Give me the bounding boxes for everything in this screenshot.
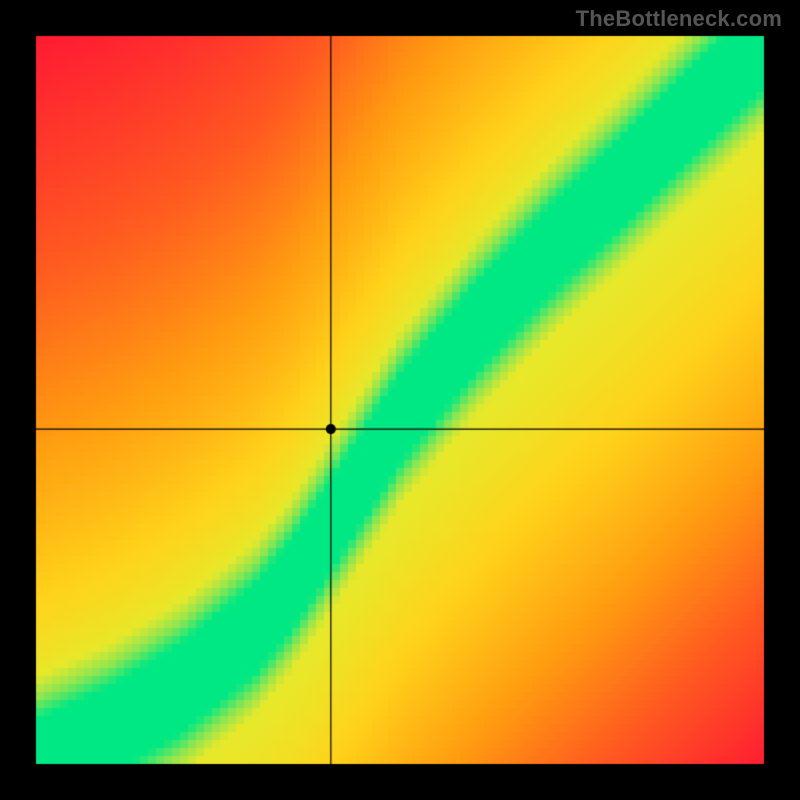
chart-container: TheBottleneck.com bbox=[0, 0, 800, 800]
attribution-text: TheBottleneck.com bbox=[576, 6, 782, 32]
bottleneck-heatmap bbox=[0, 0, 800, 800]
